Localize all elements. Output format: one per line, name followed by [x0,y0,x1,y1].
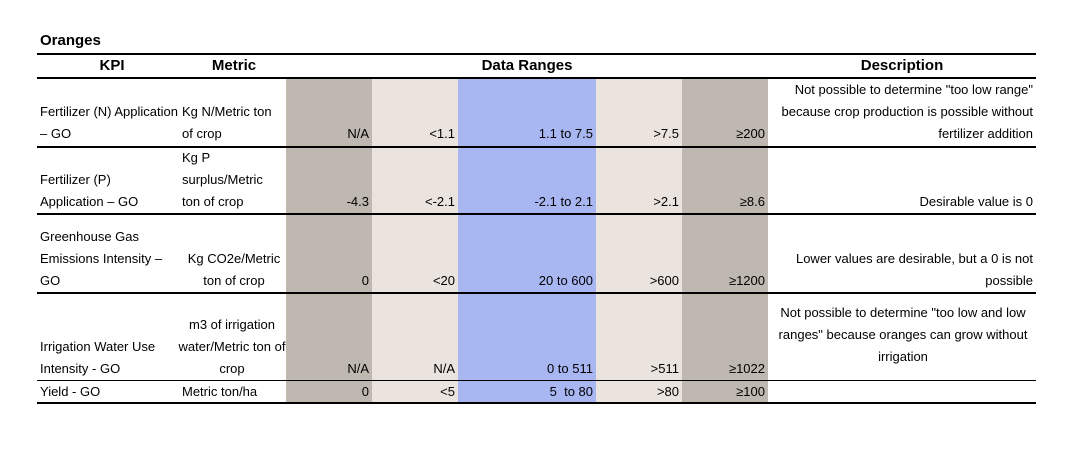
row3-kpi: Greenhouse Gas Emissions Intensity – GO [40,229,163,288]
row5-r4: >80 [656,384,679,399]
band-r1 [286,78,372,402]
row4-r3: 0 to 511 [546,361,593,376]
row1-kpi: Fertilizer (N) Application – GO [40,104,178,141]
band-r5 [682,78,768,402]
row1-description: Not possible to determine "too low range… [781,82,1033,141]
band-r3 [458,78,596,402]
row1-r2: <1.1 [429,126,455,141]
rule-row2 [37,213,1036,215]
band-r4 [596,78,682,402]
row2-description: Desirable value is 0 [919,194,1033,209]
table-title: Oranges [40,32,101,49]
row3-r5: ≥1200 [728,273,765,288]
row2-metric: Kg P surplus/Metric ton of crop [182,150,263,209]
rule-row1 [37,146,1036,148]
row1-metric: Kg N/Metric ton of crop [182,104,272,141]
row4-r4: >511 [650,361,679,376]
row3-description: Lower values are desirable, but a 0 is n… [795,251,1033,288]
row2-r1: -4.3 [346,194,369,209]
header-metric: Metric [211,57,257,74]
row4-r2: N/A [433,361,455,376]
row4-r1: N/A [347,361,369,376]
row4-description: Not possible to determine "too low and l… [778,305,1028,364]
row3-r1: 0 [361,273,369,288]
row2-r2: <-2.1 [425,194,455,209]
row5-kpi: Yield - GO [40,384,101,399]
row5-r2: <5 [440,384,455,399]
row2-r4: >2.1 [653,194,679,209]
row5-r5: ≥100 [736,384,765,399]
row3-r2: <20 [432,273,455,288]
row1-r1: N/A [347,126,369,141]
row5-metric: Metric ton/ha [182,384,258,399]
header-data-ranges: Data Ranges [481,57,573,74]
row5-r1: 0 [361,384,369,399]
rule-top [37,53,1036,55]
rule-row3 [37,292,1036,294]
header-kpi: KPI [99,57,125,74]
rule-bottom [37,402,1036,404]
rule-row4 [37,380,1036,381]
row3-r4: >600 [649,273,679,288]
row2-kpi: Fertilizer (P) Application – GO [40,172,139,209]
row4-kpi: Irrigation Water Use Intensity - GO [40,339,156,376]
row1-r3: 1.1 to 7.5 [538,126,593,141]
row2-r3: -2.1 to 2.1 [534,194,593,209]
header-description: Description [860,57,944,74]
row2-r5: ≥8.6 [739,194,765,209]
row4-r5: ≥1022 [728,361,765,376]
band-r2 [372,78,458,402]
row3-r3: 20 to 600 [538,273,593,288]
row5-description [768,381,1036,403]
rule-header [37,77,1036,79]
row3-metric: Kg CO2e/Metric ton of crop [187,251,281,288]
row1-r4: >7.5 [653,126,679,141]
row5-r3: 5 to 80 [549,384,593,399]
row4-metric: m3 of irrigation water/Metric ton of cro… [178,317,286,376]
row1-r5: ≥200 [736,126,765,141]
